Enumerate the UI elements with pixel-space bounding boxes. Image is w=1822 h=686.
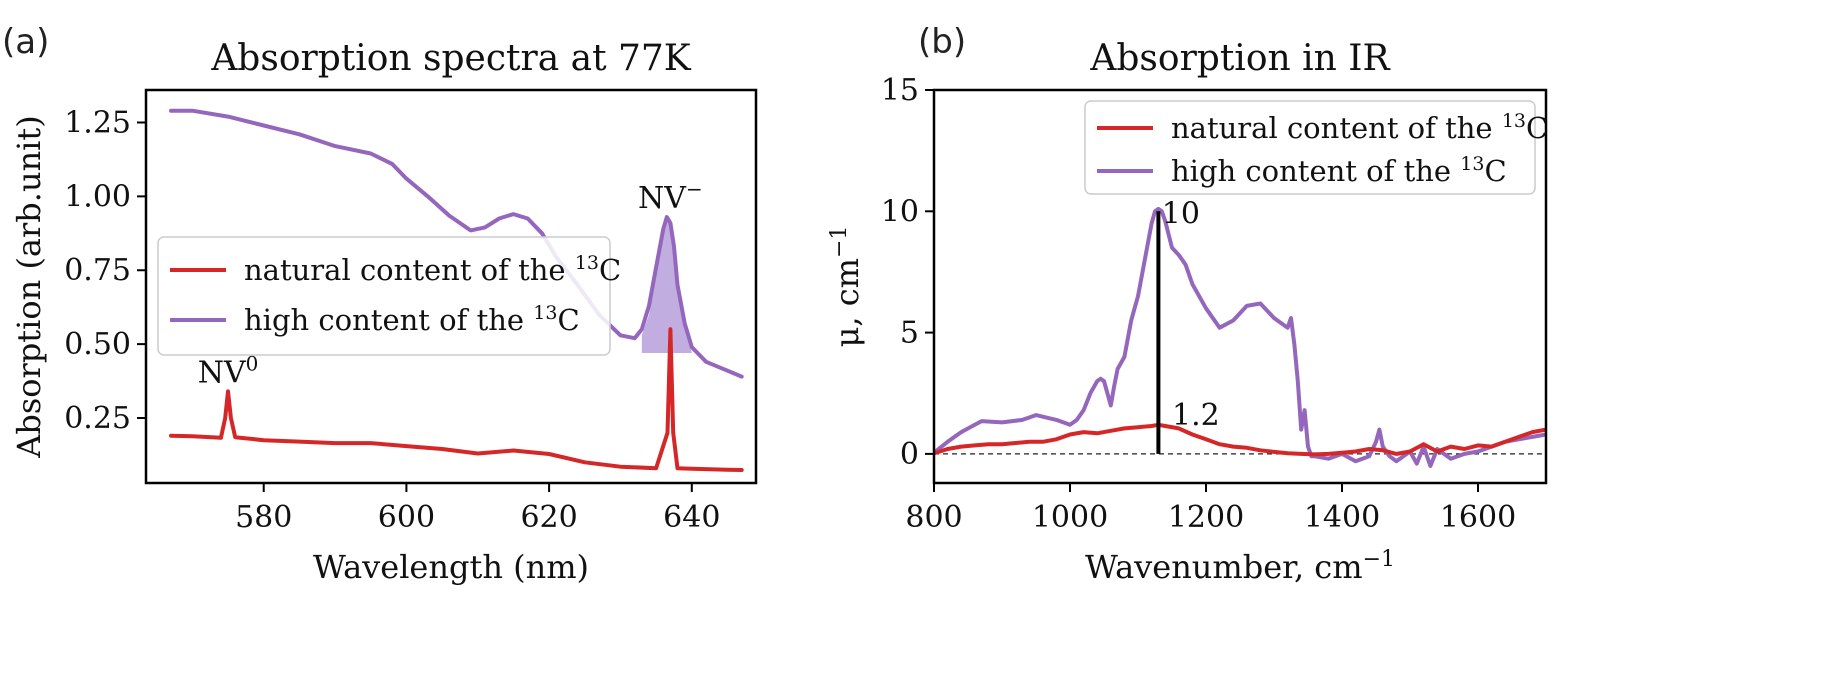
y-tick-label-a: 0.25 [64,401,131,436]
x-tick-label-b: 1600 [1440,500,1516,535]
legend-entry-natural-a: natural content of the 13C [244,252,621,287]
panel-label-b: (b) [918,22,967,62]
y-axis-label-b: μ, cm−1 [827,226,867,348]
y-tick-label-b: 0 [900,437,919,472]
y-tick-label-a: 0.50 [64,327,131,362]
legend-a: natural content of the 13C high content o… [157,236,621,356]
x-tick-label-b: 1000 [1032,500,1108,535]
x-tick-label-a: 580 [235,500,292,535]
x-tick-label-b: 1200 [1168,500,1244,535]
x-tick-label-b: 1400 [1304,500,1380,535]
annotation-b-1: 1.2 [1172,398,1220,433]
annotation-a-1: NV− [638,177,703,216]
legend-b: natural content of the 13C high content o… [1084,100,1548,195]
x-axis-label-b: Wavenumber, cm−1 [1085,547,1395,587]
axes-frame-a [144,88,758,485]
legend-entry-high-b: high content of the 13C [1171,153,1507,188]
y-tick-label-b: 10 [881,194,919,229]
y-tick-label-a: 1.00 [64,179,131,214]
panel-label-a: (a) [2,22,50,62]
legend-box-b [1084,100,1536,195]
x-tick-label-b: 800 [905,500,962,535]
axes-frame-b [932,88,1548,485]
x-tick-label-a: 640 [663,500,720,535]
legend-entry-high-a: high content of the 13C [244,302,580,337]
y-tick-label-b: 15 [881,73,919,108]
series-line-natural-b [934,422,1546,457]
chart-title-b: Absorption in IR [1089,38,1390,79]
legend-box-a [157,236,611,356]
series-line-natural-a [169,327,744,472]
x-tick-label-a: 620 [520,500,577,535]
y-axis-label-a: Absorption (arb.unit) [10,115,48,459]
legend-entry-natural-b: natural content of the 13C [1171,110,1548,145]
nv-minus-shaded-peak [641,217,692,353]
x-tick-label-a: 600 [378,500,435,535]
y-tick-label-b: 5 [900,316,919,351]
chart-title-a: Absorption spectra at 77K [210,38,691,79]
plot-area-b [934,206,1546,468]
series-line-high-b [934,206,1546,468]
y-tick-label-a: 1.25 [64,106,131,141]
x-axis-label-a: Wavelength (nm) [313,548,589,586]
annotation-a-0: NV0 [198,352,259,391]
annotation-b-0: 10 [1162,196,1200,231]
chart-a: 580 600 620 640 0.25 0.50 0.75 1.00 1.25 Absorpti… [10,38,758,586]
y-tick-label-a: 0.75 [64,253,131,288]
chart-b: 800 1000 1200 1400 1600 0 5 10 15 Absorption in I… [827,38,1549,586]
